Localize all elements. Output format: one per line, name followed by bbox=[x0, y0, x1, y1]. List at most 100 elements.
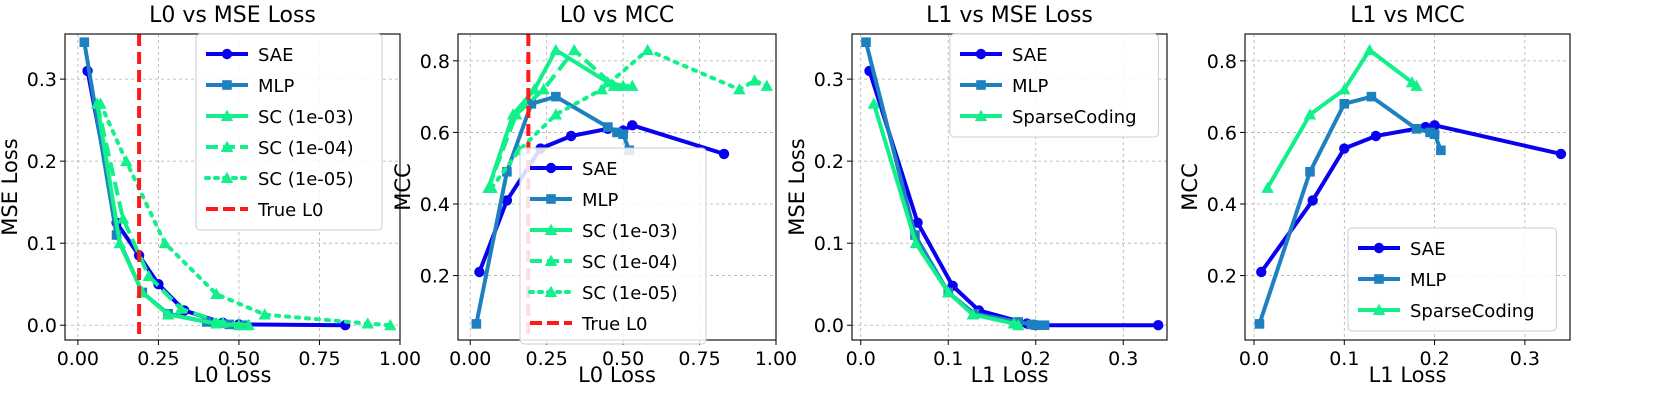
data-point-sparsecoding bbox=[966, 308, 979, 320]
y-tick-label: 0.0 bbox=[27, 315, 57, 337]
data-point-mlp bbox=[618, 129, 628, 140]
legend-label-sparsecoding: SparseCoding bbox=[1012, 107, 1137, 128]
data-point-mlp bbox=[471, 319, 482, 329]
data-point-sparsecoding bbox=[1261, 181, 1274, 193]
y-axis-label: MCC bbox=[391, 163, 415, 210]
data-point-mlp bbox=[1305, 166, 1315, 177]
y-axis-label: MCC bbox=[1178, 163, 1202, 210]
legend-marker-mlp bbox=[222, 80, 232, 90]
data-point-sae bbox=[501, 195, 513, 206]
legend-label-mlp: MLP bbox=[1410, 270, 1447, 291]
data-point-mlp bbox=[551, 91, 561, 102]
legend-label-sparsecoding: SparseCoding bbox=[1410, 301, 1535, 322]
data-point-sc-1e-04 bbox=[509, 108, 523, 120]
x-axis-label: L1 Loss bbox=[971, 363, 1049, 387]
legend-label-sc-1e-04: SC (1e-04) bbox=[258, 138, 354, 159]
data-point-sae bbox=[912, 217, 923, 228]
legend-marker-sae bbox=[221, 48, 233, 60]
data-point-mlp bbox=[1429, 129, 1440, 140]
y-axis-label: MSE Loss bbox=[0, 138, 22, 235]
legend-label-mlp: MLP bbox=[1012, 76, 1049, 97]
data-point-mlp bbox=[603, 122, 613, 132]
data-point-sc-1e-03 bbox=[549, 43, 563, 56]
legend-marker-mlp bbox=[1374, 274, 1384, 284]
x-tick-label: 0.0 bbox=[1239, 348, 1269, 370]
data-point-sc-1e-05 bbox=[361, 317, 374, 329]
y-tick-label: 0.0 bbox=[814, 315, 844, 337]
data-point-mlp bbox=[1254, 319, 1265, 329]
x-tick-label: 0.1 bbox=[933, 348, 963, 370]
legend-label-mlp: MLP bbox=[258, 76, 295, 97]
data-point-sae bbox=[718, 148, 730, 160]
data-point-sc-1e-04 bbox=[607, 79, 621, 91]
data-point-mlp bbox=[861, 37, 871, 48]
chart-title: L1 vs MCC bbox=[1350, 3, 1464, 28]
data-point-sc-1e-04 bbox=[142, 269, 155, 281]
data-point-sparsecoding bbox=[942, 286, 955, 298]
data-point-sae bbox=[474, 266, 485, 278]
legend-marker-sae bbox=[545, 162, 557, 174]
y-tick-label: 0.1 bbox=[814, 233, 844, 255]
legend-label-sae: SAE bbox=[258, 45, 293, 66]
x-tick-label: 0.25 bbox=[526, 348, 568, 370]
data-point-sc-1e-05 bbox=[748, 74, 761, 86]
data-point-sparsecoding bbox=[867, 97, 881, 109]
y-axis-label: MSE Loss bbox=[785, 138, 809, 235]
legend-label-sae: SAE bbox=[582, 159, 617, 180]
x-axis-label: L0 Loss bbox=[578, 363, 656, 387]
data-point-sc-1e-05 bbox=[94, 97, 107, 109]
legend-marker-sc-1e-05 bbox=[220, 171, 234, 183]
plot-area bbox=[861, 37, 1164, 331]
legend-box bbox=[1347, 227, 1557, 332]
chart-panel-1: 0.00 0.25 0.50 0.75 1.00 0.0 0.1 0.2 0.3 L0 vs MS… bbox=[0, 3, 421, 387]
chart-title: L0 vs MCC bbox=[560, 3, 674, 28]
legend-label-sc-1e-05: SC (1e-05) bbox=[582, 283, 678, 304]
data-point-sae bbox=[1339, 143, 1350, 154]
data-point-sc-1e-05 bbox=[485, 181, 498, 193]
data-point-mlp bbox=[526, 98, 537, 109]
legend-marker-sparsecoding bbox=[974, 109, 988, 121]
data-point-sc-1e-04 bbox=[116, 212, 130, 224]
data-point-sc-1e-05 bbox=[733, 83, 746, 95]
x-tick-label: 0.50 bbox=[218, 348, 260, 370]
legend-marker-sc-1e-05 bbox=[544, 285, 558, 297]
chart-title: L0 vs MSE Loss bbox=[149, 3, 316, 28]
data-point-mlp bbox=[1366, 91, 1377, 102]
legend-marker-mlp bbox=[976, 80, 986, 90]
x-tick-label: 0.2 bbox=[1021, 348, 1051, 370]
x-axis-label: L0 Loss bbox=[194, 363, 272, 387]
data-point-sc-1e-03 bbox=[113, 236, 126, 249]
y-tick-label: 0.3 bbox=[27, 69, 57, 91]
x-tick-label: 0.3 bbox=[1510, 348, 1540, 370]
x-tick-label: 0.50 bbox=[602, 348, 644, 370]
data-point-sc-1e-03 bbox=[161, 308, 175, 320]
data-point-sae bbox=[627, 120, 638, 131]
legend-marker-sae bbox=[1373, 242, 1385, 254]
data-point-sc-1e-04 bbox=[626, 79, 639, 91]
data-point-sc-1e-03 bbox=[528, 83, 541, 95]
data-point-mlp bbox=[79, 37, 90, 48]
legend: SAE MLP SparseCoding bbox=[949, 33, 1159, 138]
legend-label-sae: SAE bbox=[1410, 239, 1445, 260]
plot-area bbox=[1254, 43, 1567, 329]
data-point-sparsecoding bbox=[909, 236, 923, 249]
plot-area bbox=[471, 34, 774, 340]
legend: SAE MLP SparseCoding bbox=[1347, 227, 1557, 332]
y-tick-label: 0.8 bbox=[1207, 51, 1237, 73]
legend-label-sc-1e-03: SC (1e-03) bbox=[258, 107, 354, 128]
data-point-sc-1e-05 bbox=[120, 154, 133, 167]
x-tick-label: 0.1 bbox=[1329, 348, 1359, 370]
data-point-sc-1e-05 bbox=[641, 43, 654, 56]
plot-area bbox=[79, 34, 397, 340]
data-point-sae bbox=[1153, 320, 1164, 331]
x-tick-label: 0.2 bbox=[1419, 348, 1449, 370]
data-point-sae bbox=[1370, 130, 1382, 142]
x-tick-label: 0.00 bbox=[449, 348, 491, 370]
y-tick-label: 0.4 bbox=[1207, 194, 1237, 216]
legend-label-true-l0: True L0 bbox=[581, 314, 647, 335]
y-tick-label: 0.1 bbox=[27, 233, 57, 255]
x-axis-label: L1 Loss bbox=[1369, 363, 1447, 387]
y-tick-label: 0.4 bbox=[420, 194, 450, 216]
legend-marker-sc-1e-03 bbox=[544, 223, 558, 235]
data-point-sc-1e-05 bbox=[549, 108, 563, 120]
